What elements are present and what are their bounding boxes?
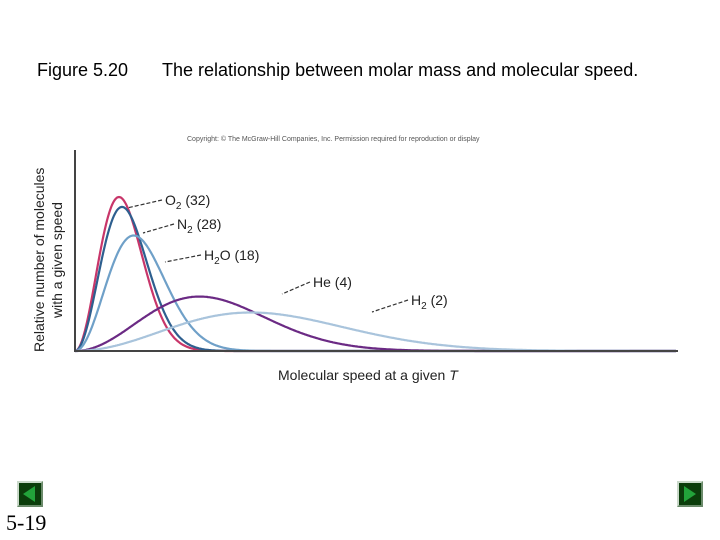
x-axis-label-text: Molecular speed at a given xyxy=(278,367,445,383)
y-axis-label-line1: Relative number of molecules xyxy=(31,168,47,352)
copyright-notice: Copyright: © The McGraw-Hill Companies, … xyxy=(187,136,480,143)
distribution-curves xyxy=(74,195,676,353)
next-slide-button[interactable] xyxy=(677,481,703,507)
figure-label: Figure 5.20 xyxy=(37,60,129,80)
x-axis-label-T: T xyxy=(449,367,459,383)
leader-h2o xyxy=(164,254,202,263)
label-n2: N2 (28) xyxy=(177,216,221,236)
curve-o2 xyxy=(74,195,676,353)
triangle-left-icon xyxy=(23,486,35,502)
label-h2: H2 (2) xyxy=(411,292,448,312)
previous-slide-button[interactable] xyxy=(17,481,43,507)
figure-title: The relationship between molar mass and … xyxy=(162,60,639,80)
curve-h2 xyxy=(75,311,676,353)
triangle-right-icon xyxy=(684,486,696,502)
label-o2: O2 (32) xyxy=(165,192,210,212)
series-labels: O2 (32) N2 (28) H2O (18) He (4) H2 (2) xyxy=(165,192,448,312)
y-axis-label-line2: with a given speed xyxy=(49,202,65,319)
leader-he xyxy=(281,281,311,295)
label-leader-lines xyxy=(126,199,409,313)
label-he: He (4) xyxy=(313,274,352,290)
label-h2o: H2O (18) xyxy=(204,247,259,267)
leader-h2 xyxy=(371,299,409,313)
leader-n2 xyxy=(142,223,175,234)
leader-o2 xyxy=(126,199,163,209)
slide-number: 5-19 xyxy=(6,510,47,535)
x-axis-label: Molecular speed at a given T xyxy=(278,367,459,383)
